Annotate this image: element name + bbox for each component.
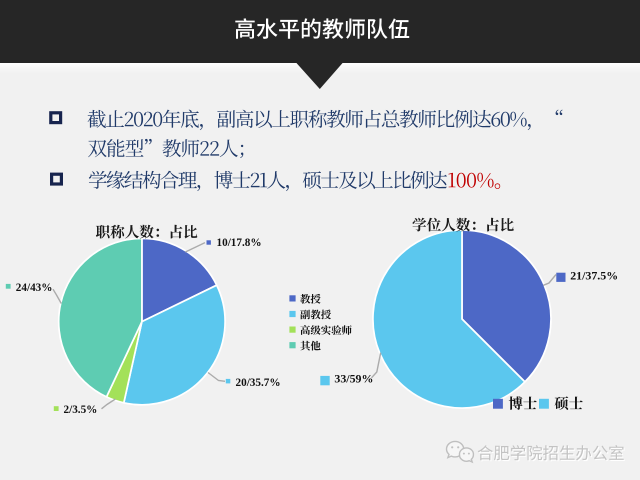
svg-text:24/43%: 24/43% — [16, 282, 53, 294]
svg-text:33/59%: 33/59% — [334, 372, 373, 386]
svg-text:10/17.8%: 10/17.8% — [217, 237, 262, 249]
svg-text:21/37.5%: 21/37.5% — [570, 269, 618, 283]
svg-text:2/3.5%: 2/3.5% — [64, 404, 98, 416]
svg-text:20/35.7%: 20/35.7% — [236, 377, 281, 389]
